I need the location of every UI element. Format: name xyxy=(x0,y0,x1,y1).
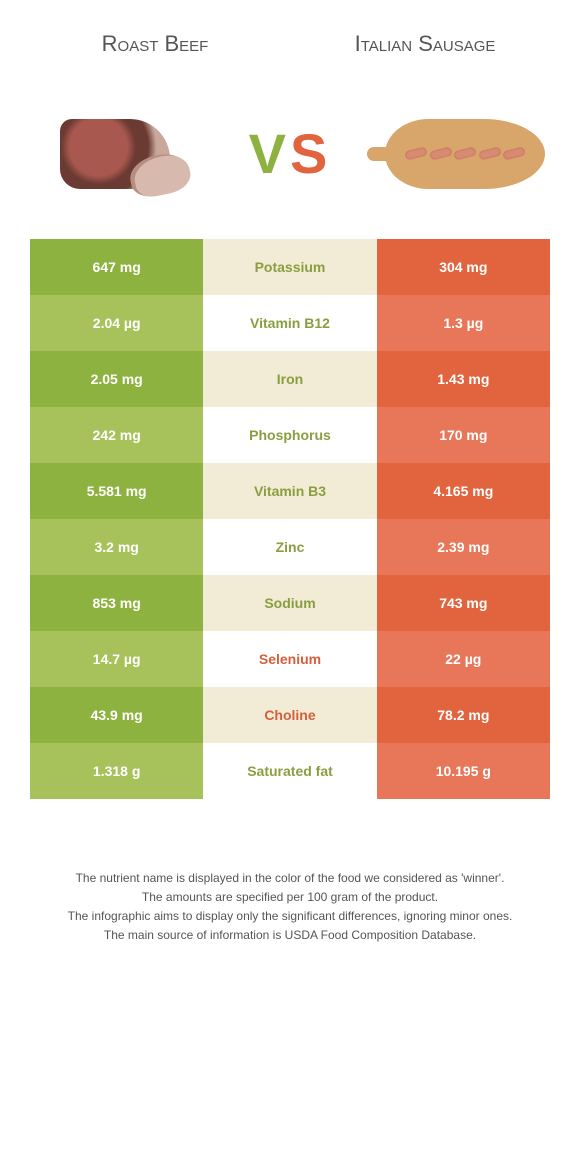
right-value: 1.43 mg xyxy=(377,351,550,407)
italian-sausage-icon xyxy=(385,119,545,189)
roast-beef-icon xyxy=(60,119,170,189)
left-food-title: Roast Beef xyxy=(20,30,290,59)
right-food-title: Italian Sausage xyxy=(290,30,560,59)
table-row: 2.05 mgIron1.43 mg xyxy=(30,351,550,407)
right-food-image xyxy=(380,109,550,199)
footnote-line: The nutrient name is displayed in the co… xyxy=(40,869,540,888)
nutrient-label: Choline xyxy=(203,687,376,743)
table-row: 2.04 µgVitamin B121.3 µg xyxy=(30,295,550,351)
left-value: 853 mg xyxy=(30,575,203,631)
nutrient-label: Sodium xyxy=(203,575,376,631)
left-value: 647 mg xyxy=(30,239,203,295)
right-value: 743 mg xyxy=(377,575,550,631)
footnote-line: The main source of information is USDA F… xyxy=(40,926,540,945)
comparison-table: 647 mgPotassium304 mg2.04 µgVitamin B121… xyxy=(30,239,550,799)
right-value: 170 mg xyxy=(377,407,550,463)
table-row: 43.9 mgCholine78.2 mg xyxy=(30,687,550,743)
table-row: 853 mgSodium743 mg xyxy=(30,575,550,631)
right-value: 78.2 mg xyxy=(377,687,550,743)
right-value: 2.39 mg xyxy=(377,519,550,575)
header-row: Roast Beef Italian Sausage xyxy=(20,30,560,59)
nutrient-label: Selenium xyxy=(203,631,376,687)
right-value: 1.3 µg xyxy=(377,295,550,351)
right-value: 304 mg xyxy=(377,239,550,295)
left-value: 1.318 g xyxy=(30,743,203,799)
table-row: 14.7 µgSelenium22 µg xyxy=(30,631,550,687)
left-value: 2.05 mg xyxy=(30,351,203,407)
table-row: 5.581 mgVitamin B34.165 mg xyxy=(30,463,550,519)
nutrient-label: Vitamin B12 xyxy=(203,295,376,351)
left-value: 242 mg xyxy=(30,407,203,463)
table-row: 242 mgPhosphorus170 mg xyxy=(30,407,550,463)
right-value: 22 µg xyxy=(377,631,550,687)
left-value: 5.581 mg xyxy=(30,463,203,519)
footnote-line: The infographic aims to display only the… xyxy=(40,907,540,926)
left-food-image xyxy=(30,109,200,199)
nutrient-label: Phosphorus xyxy=(203,407,376,463)
left-value: 14.7 µg xyxy=(30,631,203,687)
nutrient-label: Saturated fat xyxy=(203,743,376,799)
nutrient-label: Potassium xyxy=(203,239,376,295)
left-value: 2.04 µg xyxy=(30,295,203,351)
vs-v-letter: V xyxy=(249,122,290,185)
left-value: 3.2 mg xyxy=(30,519,203,575)
table-row: 1.318 gSaturated fat10.195 g xyxy=(30,743,550,799)
left-value: 43.9 mg xyxy=(30,687,203,743)
nutrient-label: Zinc xyxy=(203,519,376,575)
footnotes: The nutrient name is displayed in the co… xyxy=(20,869,560,946)
table-row: 647 mgPotassium304 mg xyxy=(30,239,550,295)
images-row: VS xyxy=(20,109,560,199)
vs-s-letter: S xyxy=(290,122,331,185)
footnote-line: The amounts are specified per 100 gram o… xyxy=(40,888,540,907)
nutrient-label: Vitamin B3 xyxy=(203,463,376,519)
nutrient-label: Iron xyxy=(203,351,376,407)
right-value: 10.195 g xyxy=(377,743,550,799)
right-value: 4.165 mg xyxy=(377,463,550,519)
vs-label: VS xyxy=(249,121,332,186)
table-row: 3.2 mgZinc2.39 mg xyxy=(30,519,550,575)
